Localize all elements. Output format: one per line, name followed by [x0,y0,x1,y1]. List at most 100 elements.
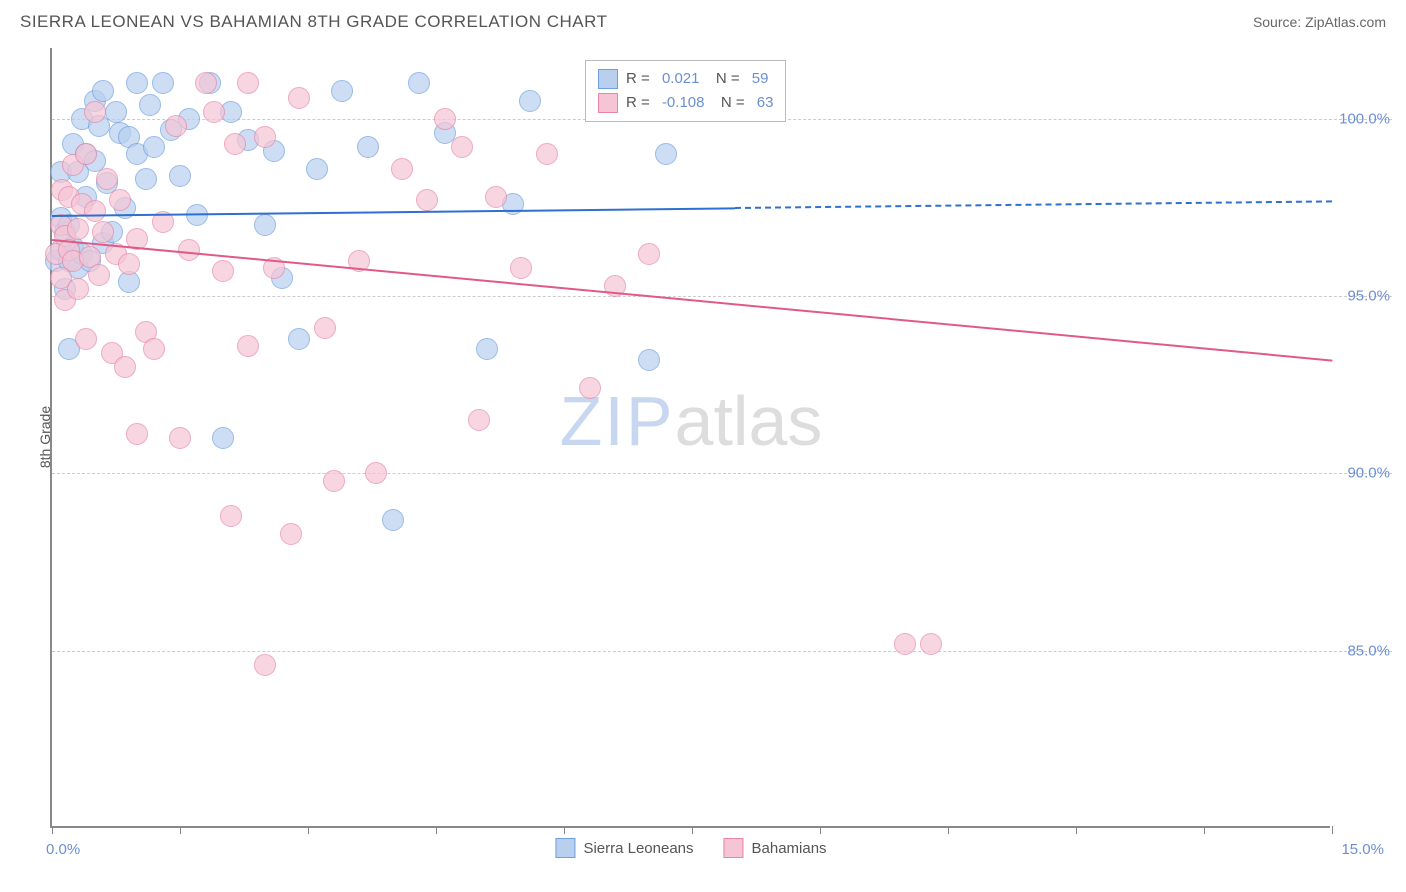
legend-row: R = -0.108 N = 63 [598,91,773,115]
data-point [92,221,114,243]
y-tick-label: 85.0% [1347,642,1390,659]
data-point [519,90,541,112]
watermark-zip: ZIP [560,382,675,460]
data-point [105,101,127,123]
data-point [237,72,259,94]
legend-r-value: 0.021 [662,67,700,91]
legend-row: R = 0.021 N = 59 [598,67,773,91]
data-point [288,328,310,350]
data-point [408,72,430,94]
data-point [314,317,336,339]
bottom-legend-item: Bahamians [724,838,827,858]
x-tick [308,826,309,834]
data-point [638,349,660,371]
data-point [143,136,165,158]
x-tick [180,826,181,834]
data-point [203,101,225,123]
data-point [220,505,242,527]
data-point [139,94,161,116]
data-point [135,168,157,190]
data-point [237,335,259,357]
legend-swatch [555,838,575,858]
data-point [114,356,136,378]
data-point [178,239,200,261]
bottom-legend-item: Sierra Leoneans [555,838,693,858]
data-point [579,377,601,399]
data-point [92,80,114,102]
data-point [152,72,174,94]
data-point [655,143,677,165]
data-point [280,523,302,545]
chart-title: SIERRA LEONEAN VS BAHAMIAN 8TH GRADE COR… [20,12,608,32]
x-tick [1332,826,1333,834]
data-point [75,143,97,165]
series-name: Sierra Leoneans [583,840,693,857]
x-tick [436,826,437,834]
data-point [165,115,187,137]
data-point [288,87,310,109]
y-tick-label: 90.0% [1347,465,1390,482]
data-point [391,158,413,180]
data-point [67,278,89,300]
y-tick-label: 100.0% [1339,110,1390,127]
data-point [224,133,246,155]
source-label: Source: ZipAtlas.com [1253,14,1386,30]
data-point [96,168,118,190]
x-tick [52,826,53,834]
trend-line [52,207,735,217]
legend-swatch [598,93,618,113]
data-point [84,200,106,222]
data-point [84,101,106,123]
y-axis-title: 8th Grade [37,406,53,468]
data-point [468,409,490,431]
data-point [476,338,498,360]
data-point [254,654,276,676]
data-point [254,214,276,236]
watermark-atlas: atlas [675,382,823,460]
legend-r-label: R = [626,67,654,91]
series-name: Bahamians [752,840,827,857]
legend-n-label: N = [712,91,748,115]
data-point [510,257,532,279]
data-point [451,136,473,158]
gridline [52,473,1392,474]
legend-swatch [598,69,618,89]
data-point [126,423,148,445]
plot-area: 8th Grade ZIPatlas 0.0% 15.0% Sierra Leo… [50,48,1330,828]
y-tick-label: 95.0% [1347,288,1390,305]
x-tick [1204,826,1205,834]
data-point [75,328,97,350]
data-point [306,158,328,180]
data-point [126,72,148,94]
data-point [109,189,131,211]
data-point [67,218,89,240]
legend-r-label: R = [626,91,654,115]
data-point [323,470,345,492]
data-point [357,136,379,158]
data-point [195,72,217,94]
data-point [536,143,558,165]
x-axis-start-label: 0.0% [46,841,80,858]
correlation-legend: R = 0.021 N = 59R = -0.108 N = 63 [585,60,786,122]
gridline [52,296,1392,297]
x-axis-end-label: 15.0% [1341,841,1384,858]
data-point [169,165,191,187]
chart-container: 8th Grade ZIPatlas 0.0% 15.0% Sierra Leo… [50,48,1390,828]
trend-line [735,200,1332,209]
x-tick [692,826,693,834]
x-tick [820,826,821,834]
data-point [143,338,165,360]
legend-n-value: 59 [752,67,769,91]
data-point [894,633,916,655]
data-point [434,108,456,130]
data-point [212,427,234,449]
data-point [382,509,404,531]
data-point [485,186,507,208]
data-point [212,260,234,282]
legend-r-value: -0.108 [662,91,705,115]
data-point [365,462,387,484]
data-point [920,633,942,655]
data-point [331,80,353,102]
legend-n-value: 63 [757,91,774,115]
bottom-legend: Sierra Leoneans Bahamians [555,838,826,858]
